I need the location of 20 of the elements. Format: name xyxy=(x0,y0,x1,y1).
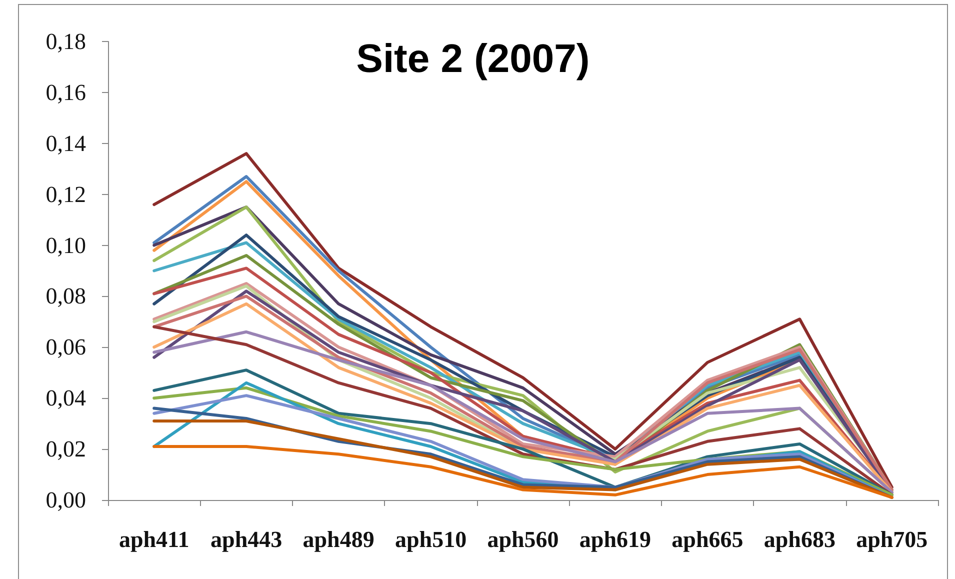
y-tick-label: 0,12 xyxy=(46,182,86,207)
x-tick-label: aph683 xyxy=(764,527,836,552)
x-tick-label: aph619 xyxy=(579,527,652,552)
x-tick-label: aph443 xyxy=(210,527,282,552)
y-tick-label: 0,14 xyxy=(46,130,86,156)
y-tick-label: 0,06 xyxy=(46,334,86,360)
x-tick-label: aph489 xyxy=(302,527,374,552)
x-tick-label: aph665 xyxy=(672,527,744,552)
x-tick-label: aph560 xyxy=(487,527,559,552)
chart-title: Site 2 (2007) xyxy=(356,37,590,81)
y-tick-label: 0,08 xyxy=(46,284,86,309)
y-tick-label: 0,00 xyxy=(46,488,86,512)
y-tick-label: 0,18 xyxy=(46,29,86,54)
y-tick-label: 0,10 xyxy=(46,232,86,258)
x-tick-label: aph411 xyxy=(118,527,190,552)
x-tick-label: aph705 xyxy=(856,527,928,552)
y-tick-label: 0,02 xyxy=(46,436,86,462)
y-tick-label: 0,04 xyxy=(46,386,86,411)
y-tick-label: 0,16 xyxy=(46,80,86,105)
x-tick-label: aph510 xyxy=(394,527,467,552)
